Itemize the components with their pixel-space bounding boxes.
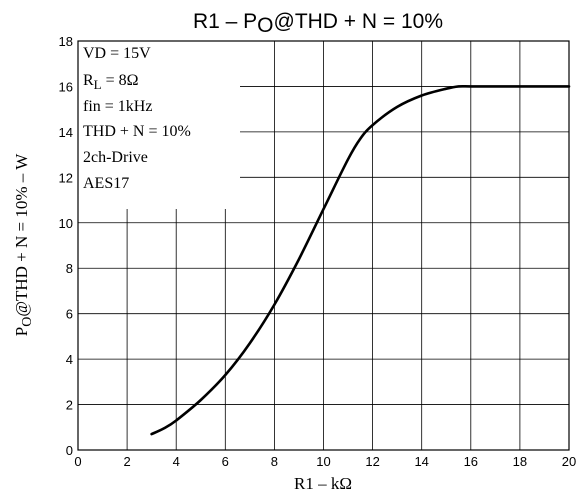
x-tick-label: 14 [414,454,428,469]
x-tick-label: 4 [173,454,180,469]
y-tick-label: 0 [66,443,73,458]
x-tick-label: 6 [222,454,229,469]
annotation-rl: RL = 8Ω [83,72,139,92]
annotation-block: VD = 15V RL = 8Ω fin = 1kHz THD + N = 10… [83,45,191,192]
annotation-aes: AES17 [83,175,129,192]
y-axis-label: PO@THD + N = 10% – W [12,153,35,336]
annotation-rl-prefix: R [83,72,94,89]
annotation-vd: VD = 15V [83,45,151,62]
chart-title-suffix: @THD + N = 10% [274,10,444,33]
y-tick-label: 14 [59,125,73,140]
annotation-fin: fin = 1kHz [83,98,152,115]
y-tick-label: 4 [66,352,73,367]
x-tick-label: 16 [464,454,478,469]
chart-title: R1 – PO@THD + N = 10% [193,10,443,37]
plot-frame [77,40,570,451]
chart-title-prefix: R1 – P [193,10,257,33]
x-tick-label: 20 [562,454,576,469]
x-tick-label: 18 [513,454,527,469]
x-tick-label: 2 [123,454,130,469]
annotation-thd: THD + N = 10% [83,123,191,140]
series-line [150,84,571,436]
annotation-rl-sub: L [94,77,102,92]
y-tick-label: 12 [59,170,73,185]
x-tick-label: 10 [316,454,330,469]
y-tick-label: 2 [66,398,73,413]
x-tick-label: 12 [365,454,379,469]
annotation-rl-suffix: = 8Ω [102,72,139,89]
y-axis-label-sub: O [20,317,35,327]
x-axis-label: R1 – kΩ [294,474,352,493]
y-axis-label-suffix: @THD + N = 10% – W [12,153,31,317]
x-tick-label: 8 [271,454,278,469]
y-tick-label: 8 [66,261,73,276]
annotation-box-bg [78,41,240,209]
x-tick-label: 0 [74,454,81,469]
x-tick-labels: 0 2 4 6 8 10 12 14 16 18 20 [74,454,576,469]
y-tick-label: 10 [59,216,73,231]
y-tick-label: 16 [59,79,73,94]
y-tick-labels: 0 2 4 6 8 10 12 14 16 18 [59,34,73,458]
annotation-drive: 2ch-Drive [83,149,148,166]
y-axis-label-prefix: P [12,327,31,336]
y-tick-label: 18 [59,34,73,49]
y-tick-label: 6 [66,307,73,322]
chart-title-sub: O [257,14,273,37]
